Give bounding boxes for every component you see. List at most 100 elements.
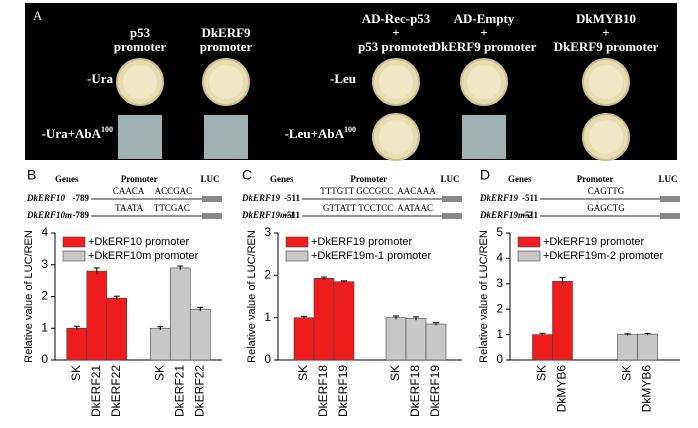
colony-center [589,65,623,99]
bar [385,317,407,361]
bar [333,281,355,361]
row-label: -Ura [87,71,113,86]
sequence: GTTATT TCCTCC AATAAC [323,203,433,213]
bar [313,277,335,361]
panel-letter: B [27,167,36,183]
gene-name: DkERF19m-1 [241,210,295,220]
column-header: DkERF9 [201,25,251,40]
x-tick-label: SK [620,365,634,381]
legend-swatch [285,236,309,248]
gene-name: DkERF10 [26,193,66,203]
diagram-header: LUC [200,174,219,184]
row-label-sup: 100 [344,125,356,134]
legend-swatch [62,250,86,262]
y-tick-label: 1 [41,320,48,334]
gene-name: DkERF19 [241,193,281,203]
sequence: CAGTTG [588,186,625,196]
gene-name: DkERF19 [479,193,519,203]
x-tick-label: SK [388,365,402,381]
y-tick-label: 2 [264,268,271,282]
colony-center [589,120,623,154]
x-tick-label: DkERF18 [408,365,422,417]
legend-swatch [285,250,309,262]
position: -511 [284,210,301,220]
column-header: p53 promoter [358,39,434,54]
y-tick-label: 3 [41,257,48,271]
panel-letter: A [33,8,43,23]
legend-swatch [517,250,541,262]
legend-label: +DkERF19m-1 promoter [311,250,431,262]
luc-box [442,196,462,202]
colony-center [379,120,413,154]
x-tick-label: DkERF21 [172,365,186,417]
x-tick-label: SK [296,365,310,381]
bar [86,270,108,361]
luc-box [660,196,680,202]
legend-label: +DkERF10 promoter [88,236,190,248]
luc-box [660,213,680,219]
row-label-sup: 100 [101,125,113,134]
x-tick-label: SK [69,365,83,381]
column-header: DkERF9 promoter [554,39,659,54]
gene-name: DkERF10m [26,210,72,220]
column-header: AD-Empty [454,11,515,26]
x-tick-label: DkERF22 [109,365,123,417]
colony-center [379,65,413,99]
bar [169,267,191,361]
y-tick-label: 3 [496,276,503,290]
legend-label: +DkERF19 promoter [543,236,645,248]
column-header: + [392,25,399,40]
diagram-header: Genes [270,174,294,184]
y-tick-label: 4 [496,251,503,265]
x-tick-label: SK [535,365,549,381]
y-tick-label: 4 [41,225,48,239]
x-tick-label: DkERF19 [428,365,442,417]
position: -789 [73,210,90,220]
row-label: -Leu+AbA100 [285,125,356,141]
diagram-header: Genes [55,174,79,184]
legend-label: +DkERF19m-2 promoter [543,250,663,262]
bar [66,327,88,361]
y-tick-label: 0 [41,352,48,366]
bar [149,327,171,361]
x-tick-label: DkERF21 [89,365,103,417]
bar [425,323,447,361]
x-tick-label: SK [152,365,166,381]
diagram-header: Promoter [350,174,387,184]
y-tick-label: 3 [264,225,271,239]
colony-center [209,65,243,99]
row-label-text: -Leu+AbA [285,126,345,141]
y-tick-label: 1 [264,310,271,324]
column-header: + [602,25,609,40]
no-growth-spot [204,115,248,159]
y-tick-label: 2 [41,289,48,303]
sequence: CAACA ACCGAC [113,186,192,196]
colony-center [123,65,157,99]
column-header: DkMYB10 [576,11,636,26]
row-label-text: -Ura [87,71,113,86]
legend-swatch [62,236,86,248]
bar [405,318,427,361]
sequence: TTTGTT GCCGCC AACAAA [320,186,436,196]
diagram-header: LUC [658,174,677,184]
diagram-header: Genes [508,174,532,184]
sequence: GAGCTG [587,203,625,213]
row-label-text: -Leu [330,71,356,86]
position: -789 [73,193,90,203]
luc-box [202,213,222,219]
column-header: AD-Rec-p53 [362,11,431,26]
y-tick-label: 0 [264,352,271,366]
no-growth-spot [118,115,162,159]
diagram-header: Promoter [577,174,614,184]
sequence: TAATA TTCGAC [115,203,190,213]
panel-letter: C [242,167,252,183]
bar [637,333,658,361]
x-tick-label: DkERF18 [316,365,330,417]
column-header: promoter [114,39,167,54]
y-axis-label: Relative value of LUC/REN [23,230,35,363]
bar [532,334,553,361]
colony-center [467,65,501,99]
legend-label: +DkERF19 promoter [311,236,413,248]
luc-box [442,213,462,219]
